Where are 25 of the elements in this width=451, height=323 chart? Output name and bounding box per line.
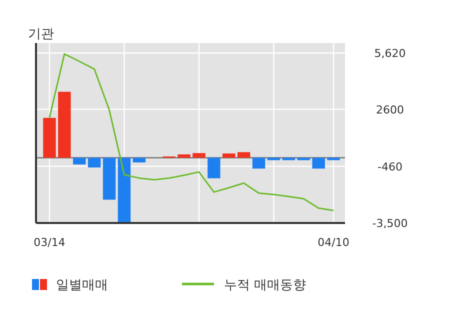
bar	[237, 152, 250, 158]
bar	[88, 158, 101, 168]
bar	[132, 158, 146, 162]
x-tick-label: 04/10	[318, 236, 350, 249]
bar	[312, 158, 325, 169]
bar	[73, 158, 86, 164]
chart-title: 기관	[28, 27, 54, 42]
bar	[222, 153, 236, 158]
legend-line: 누적 매매동향	[182, 278, 306, 293]
y-tick-label: -460	[378, 160, 402, 174]
y-tick-label: -3,500	[372, 217, 408, 230]
bar	[252, 158, 266, 169]
x-tick-label: 03/14	[34, 236, 66, 249]
bar	[58, 92, 71, 158]
bar	[43, 118, 56, 158]
bar	[192, 153, 206, 158]
legend-label: 일별매매	[56, 278, 108, 293]
bar	[208, 158, 220, 178]
bar	[102, 158, 116, 200]
y-tick-label: 2600	[376, 103, 404, 116]
bar	[118, 158, 131, 223]
legend-label: 누적 매매동향	[224, 278, 306, 293]
y-tick-label: 5,620	[374, 47, 406, 60]
legend-bar: 일별매매	[32, 278, 108, 293]
bar	[178, 154, 190, 158]
